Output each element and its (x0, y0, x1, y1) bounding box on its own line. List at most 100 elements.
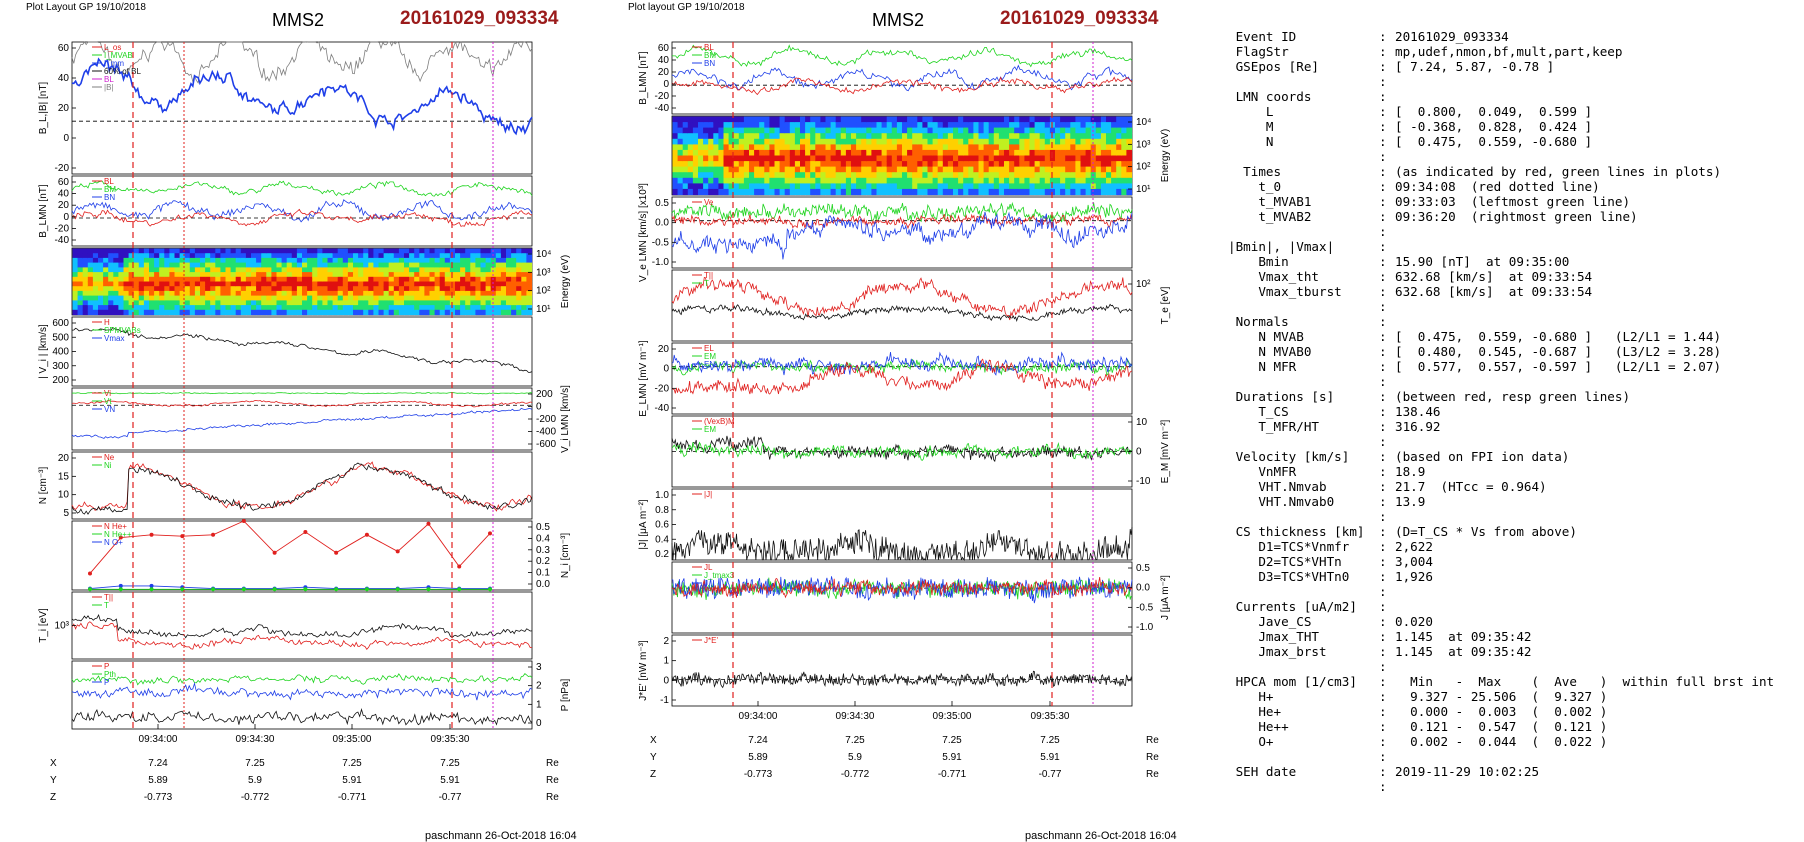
spectrogram-cell (769, 138, 776, 145)
spectrogram-cell (251, 262, 257, 268)
spectrogram-cell (856, 144, 862, 151)
spectrogram-cell (1075, 166, 1082, 173)
summary-colon: : (1379, 449, 1387, 464)
spectrogram-cell (317, 286, 323, 292)
spectrogram-cell (230, 257, 237, 264)
spectrogram-cell (138, 253, 145, 259)
spectrogram-cell (968, 144, 974, 151)
spectrogram-cell (968, 127, 974, 134)
spectrogram-cell (1049, 183, 1056, 190)
spectrogram-cell (480, 295, 487, 301)
spectrogram-cell (449, 257, 456, 264)
spectrogram-cell (1090, 144, 1097, 151)
spectrogram-cell (103, 305, 109, 311)
spectrogram-cell (230, 286, 237, 292)
spectrogram-cell (698, 144, 704, 151)
y-tick-label: -10 (1136, 476, 1151, 487)
spectrogram-cell (876, 161, 883, 168)
spectrogram-cell (108, 295, 114, 301)
series-marker (303, 587, 308, 592)
spectrogram-cell (713, 166, 719, 173)
spectrogram-cell (851, 116, 857, 123)
spectrogram-cell (825, 127, 832, 134)
legend-label: J_tmax3 (704, 571, 735, 580)
spectrogram-cell (220, 300, 227, 306)
spectrogram-cell (1116, 133, 1122, 140)
spectrogram-cell (500, 295, 507, 301)
spectrogram-cell (113, 272, 119, 278)
spectrogram-cell (708, 133, 714, 140)
y-tick-label: 60 (58, 177, 70, 188)
spectrogram-cell (455, 267, 461, 273)
spectrogram-cell (424, 305, 431, 311)
spectrogram-cell (1106, 122, 1112, 129)
spectrogram-cell (886, 116, 893, 123)
spectrogram-cell (439, 262, 446, 268)
position-value: -0.773 (744, 769, 773, 780)
spectrogram-cell (373, 290, 380, 297)
spectrogram-cell (291, 286, 298, 292)
summary-key: VHT.Nmvab (1228, 479, 1327, 494)
spectrogram-cell (738, 116, 745, 123)
spectrogram-cell (1034, 127, 1041, 134)
spectrogram-cell (322, 300, 329, 306)
spectrogram-cell (261, 272, 267, 278)
spectrogram-cell (245, 262, 252, 268)
spectrogram-cell (789, 172, 796, 179)
spectrogram-cell (465, 248, 471, 254)
spectrogram-cell (927, 116, 934, 123)
spectrogram-cell (169, 257, 176, 264)
spectrogram-cell (672, 155, 679, 162)
spectrogram-cell (1060, 144, 1066, 151)
spectrogram-cell (159, 290, 165, 297)
spectrogram-cell (302, 276, 308, 283)
spectrogram-cell (907, 172, 913, 179)
summary-row: Vmax_tburst:632.68 [km/s] at 09:33:54 (1228, 284, 1798, 299)
spectrogram-cell (896, 133, 903, 140)
y-axis-label: P [nPa] (560, 678, 571, 711)
spectrogram-cell (978, 122, 985, 129)
spectrogram-cell (784, 133, 791, 140)
spectrogram-cell (754, 144, 760, 151)
spectrogram-cell (521, 300, 527, 306)
y-tick-label: 60 (658, 43, 670, 54)
spectrogram-cell (1034, 183, 1041, 190)
summary-colon: : (1379, 599, 1387, 614)
spectrogram-cell (92, 253, 99, 259)
summary-colon (1379, 14, 1395, 29)
spectrogram-cell (672, 133, 679, 140)
spectrogram-cell (1004, 177, 1010, 184)
spectrogram-cell (738, 155, 745, 162)
summary-key: O+ (1228, 734, 1274, 749)
spectrogram-cell (414, 309, 420, 316)
spectrogram-cell (800, 122, 806, 129)
spectrogram-cell (128, 262, 135, 268)
spectrogram-cell (1126, 172, 1133, 179)
spectrogram-cell (1106, 188, 1112, 196)
y-tick-label: 0.6 (655, 520, 669, 531)
spectrogram-cell (342, 290, 349, 297)
spectrogram-cell (687, 122, 694, 129)
spectrogram-cell (72, 305, 79, 311)
spectrogram-cell (698, 166, 704, 173)
spectrogram-cell (886, 133, 893, 140)
spectrogram-cell (118, 267, 125, 273)
spectrogram-cell (429, 286, 436, 292)
legend-label: BL (104, 177, 114, 186)
spectrogram-cell (866, 116, 872, 123)
series-marker (149, 587, 154, 592)
spectrogram-cell (368, 290, 374, 297)
spectrogram-cell (118, 253, 125, 259)
spectrogram-cell (1100, 122, 1107, 129)
position-value: -0.77 (1039, 769, 1062, 780)
spectrogram-cell (871, 155, 878, 162)
spectrogram-cell (896, 161, 903, 168)
spectrogram-cell (332, 262, 339, 268)
spectrogram-cell (317, 305, 323, 311)
summary-colon: : (1379, 629, 1387, 644)
spectrogram-cell (256, 248, 262, 254)
spectrogram-cell (251, 286, 257, 292)
spectrogram-cell (194, 253, 201, 259)
spectrogram-cell (907, 177, 913, 184)
spectrogram-cell (87, 281, 94, 287)
